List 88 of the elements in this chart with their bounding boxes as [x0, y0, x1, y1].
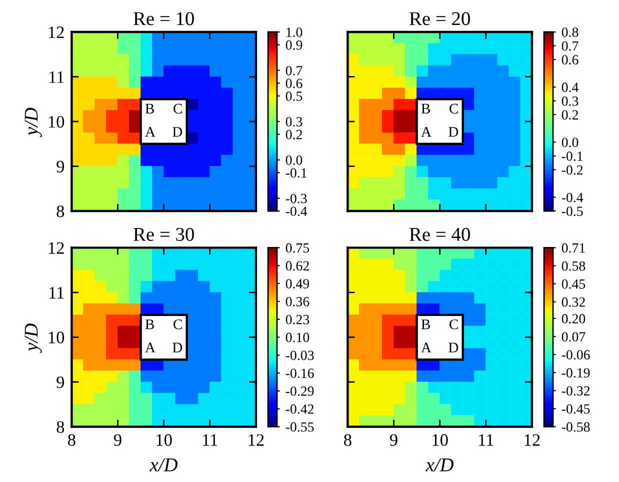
- color-bar-label: 0.62: [286, 261, 309, 271]
- color-bar-label: -0.2: [562, 165, 583, 175]
- x-tick-label: 9: [390, 434, 398, 446]
- x-tick-label: 8: [344, 434, 352, 446]
- color-bar-label: 0.6: [286, 78, 302, 88]
- color-bar-label: 0.3: [286, 117, 302, 127]
- color-bar-label: -0.1: [562, 152, 582, 161]
- annotation: D: [448, 342, 458, 352]
- y-tick-label: 10: [48, 332, 64, 344]
- color-bar-label: -0.06: [562, 350, 590, 360]
- x-axis-title: x/D: [150, 458, 178, 472]
- x-tick-label: 10: [432, 434, 448, 446]
- color-bar-label: -0.19: [562, 368, 590, 378]
- color-bar-label: 0.75: [286, 243, 310, 253]
- color-bar-label: 0.58: [562, 261, 586, 271]
- color-bar-label: -0.32: [562, 386, 590, 396]
- annotation: A: [421, 342, 432, 352]
- color-bar-label: -0.58: [562, 422, 590, 432]
- y-tick-label: 11: [50, 287, 64, 298]
- annotation: D: [172, 127, 182, 137]
- color-bar-label: 0.20: [562, 314, 586, 324]
- y-tick-label: 8: [56, 206, 64, 218]
- annotation: A: [145, 126, 156, 137]
- x-tick-label: 8: [68, 434, 76, 446]
- x-tick-label: 12: [524, 434, 540, 446]
- color-bar-label: 0.3: [562, 96, 578, 106]
- annotation: D: [172, 342, 182, 352]
- color-bar-label: 0.5: [286, 92, 302, 101]
- annotation: C: [174, 319, 182, 330]
- color-bar-label: 0.49: [286, 279, 310, 289]
- color-bar-label: -0.3: [286, 194, 307, 204]
- color-bar-label: -0.29: [286, 386, 314, 396]
- x-tick-label: 11: [203, 434, 218, 446]
- annotation: B: [421, 104, 430, 114]
- y-tick-label: 9: [56, 376, 64, 388]
- annotation: A: [145, 342, 156, 352]
- color-bar-label: 0.0: [562, 138, 578, 148]
- color-bar-label: 0.8: [562, 28, 578, 38]
- annotation: C: [450, 319, 458, 330]
- x-tick-label: 12: [248, 434, 264, 446]
- color-bar-label: 0.2: [562, 110, 578, 120]
- color-bar-label: 0.32: [562, 297, 585, 307]
- y-tick-label: 12: [48, 242, 64, 254]
- color-bar-label: 1.0: [286, 28, 302, 38]
- annotation: B: [421, 320, 430, 330]
- color-bar-label: 0.0: [286, 155, 302, 165]
- x-tick-label: 10: [156, 434, 172, 446]
- x-axis-title: x/D: [426, 458, 454, 472]
- y-tick-label: 9: [56, 160, 64, 172]
- color-bar-label: -0.5: [562, 206, 583, 216]
- y-tick-label: 8: [56, 421, 64, 433]
- y-tick-label: 11: [50, 71, 64, 83]
- chart-title: Re = 20: [410, 12, 470, 26]
- color-bar-label: 0.10: [286, 332, 310, 342]
- chart-title: Re = 30: [134, 228, 194, 241]
- color-bar-label: 0.2: [286, 130, 302, 140]
- color-bar-label: -0.45: [562, 404, 590, 414]
- annotation: B: [145, 104, 154, 114]
- color-bar-label: 0.4: [562, 82, 578, 92]
- annotation: D: [448, 127, 458, 137]
- annotation: B: [145, 320, 154, 330]
- color-bar-label: 0.71: [562, 243, 585, 253]
- color-bar-label: 0.07: [562, 332, 586, 342]
- color-bar-label: -0.4: [286, 206, 308, 216]
- annotation: C: [450, 104, 458, 114]
- y-axis-title: y/D: [24, 108, 42, 138]
- annotation: A: [421, 126, 432, 137]
- color-bar-label: 0.7: [286, 66, 302, 76]
- color-bar-label: -0.1: [286, 168, 306, 178]
- y-tick-label: 10: [48, 116, 64, 128]
- x-tick-label: 11: [479, 434, 494, 446]
- color-bar-label: 0.6: [562, 55, 578, 65]
- x-tick-label: 9: [114, 434, 122, 446]
- annotation: C: [174, 104, 182, 114]
- y-tick-label: 12: [48, 26, 64, 38]
- color-bar-label: 0.7: [562, 41, 578, 51]
- color-bar-label: 0.45: [562, 279, 586, 289]
- color-bar-label: 0.23: [286, 314, 310, 324]
- chart-title: Re = 10: [134, 12, 194, 26]
- color-bar-label: 0.9: [286, 40, 302, 50]
- color-bar-label: -0.42: [286, 404, 314, 414]
- color-bar-label: -0.4: [562, 192, 584, 202]
- color-bar-label: 0.36: [286, 296, 310, 306]
- y-axis-title: y/D: [24, 323, 42, 353]
- color-bar-label: -0.16: [286, 368, 314, 378]
- color-bar-label: -0.03: [286, 350, 314, 360]
- color-bar-label: -0.55: [286, 422, 314, 432]
- chart-title: Re = 40: [410, 228, 470, 241]
